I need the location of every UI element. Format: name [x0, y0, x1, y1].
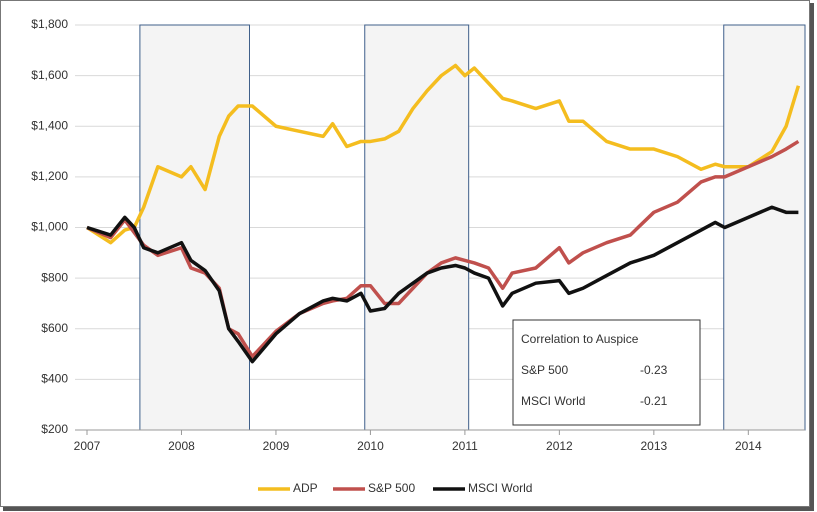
correlation-name: MSCI World	[521, 394, 585, 408]
x-tick-label: 2011	[452, 439, 478, 453]
x-tick-label: 2012	[546, 439, 573, 453]
y-tick-label: $1,800	[31, 17, 68, 31]
frame-shadow	[810, 3, 814, 509]
x-tick-label: 2010	[357, 439, 384, 453]
y-tick-label: $1,600	[31, 68, 68, 82]
x-tick-label: 2007	[74, 439, 101, 453]
x-tick-label: 2009	[263, 439, 290, 453]
y-tick-label: $800	[41, 270, 68, 284]
shaded-period	[723, 24, 806, 431]
legend-label: ADP	[293, 481, 318, 495]
y-tick-label: $600	[41, 321, 68, 335]
y-tick-label: $200	[41, 422, 68, 436]
y-tick-label: $1,400	[31, 118, 68, 132]
correlation-title: Correlation to Auspice	[521, 332, 639, 346]
x-tick-label: 2008	[168, 439, 195, 453]
legend-label: S&P 500	[368, 481, 415, 495]
shaded-period	[364, 24, 470, 431]
frame-shadow	[3, 507, 814, 511]
legend-label: MSCI World	[468, 481, 532, 495]
y-tick-label: $1,200	[31, 169, 68, 183]
correlation-name: S&P 500	[521, 363, 568, 377]
correlation-box	[512, 319, 701, 426]
y-tick-label: $1,000	[31, 220, 68, 234]
series-line	[86, 205, 799, 364]
shaded-period	[139, 24, 250, 431]
series-line	[86, 63, 801, 245]
x-tick-label: 2013	[640, 439, 667, 453]
correlation-value: -0.23	[640, 363, 668, 377]
correlation-value: -0.21	[640, 394, 668, 408]
x-tick-label: 2014	[735, 439, 762, 453]
series-line	[86, 139, 800, 359]
y-tick-label: $400	[41, 372, 68, 386]
